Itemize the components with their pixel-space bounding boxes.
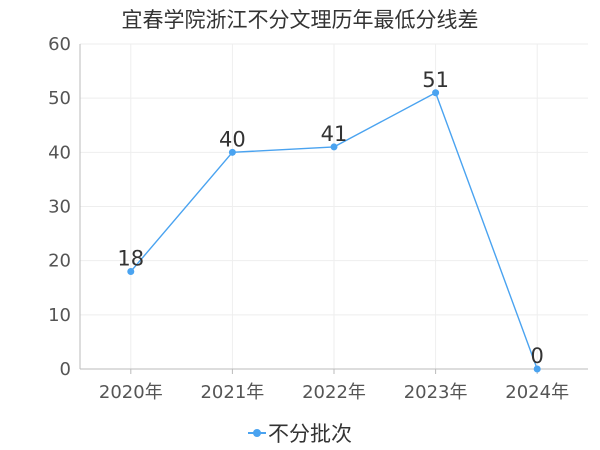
y-tick-label: 10: [48, 305, 71, 326]
y-tick-label: 50: [48, 88, 71, 109]
chart-title: 宜春学院浙江不分文理历年最低分线差: [121, 8, 479, 32]
x-tick-labels: 2020年 2021年 2022年 2023年 2024年: [99, 382, 569, 403]
x-tick-label: 2020年: [99, 382, 163, 403]
data-point: [228, 148, 236, 156]
y-tick-label: 0: [60, 359, 71, 380]
data-labels: 18 40 41 51 0: [117, 68, 543, 368]
data-label: 41: [321, 122, 348, 146]
x-tick-label: 2024年: [505, 382, 569, 403]
y-tick-label: 40: [48, 142, 71, 163]
data-label: 51: [422, 68, 449, 92]
y-tick-label: 60: [48, 34, 71, 55]
x-tick-label: 2023年: [404, 382, 468, 403]
x-tick-label: 2022年: [302, 382, 366, 403]
grid-lines: [80, 43, 588, 369]
data-label: 18: [117, 247, 144, 271]
data-point: [533, 365, 541, 373]
data-point: [330, 143, 338, 151]
data-label: 0: [531, 344, 544, 368]
legend[interactable]: 不分批次: [0, 418, 600, 448]
y-tick-label: 30: [48, 197, 71, 218]
data-point: [127, 268, 135, 275]
y-tick-label: 20: [48, 251, 71, 272]
legend-label: 不分批次: [268, 422, 352, 446]
data-point: [432, 89, 440, 97]
series-layer: [127, 89, 541, 373]
legend-line-icon: [248, 427, 266, 439]
data-label: 40: [219, 127, 246, 151]
x-tick-label: 2021年: [200, 382, 264, 403]
y-tick-labels: 0 10 20 30 40 50 60: [48, 34, 71, 380]
